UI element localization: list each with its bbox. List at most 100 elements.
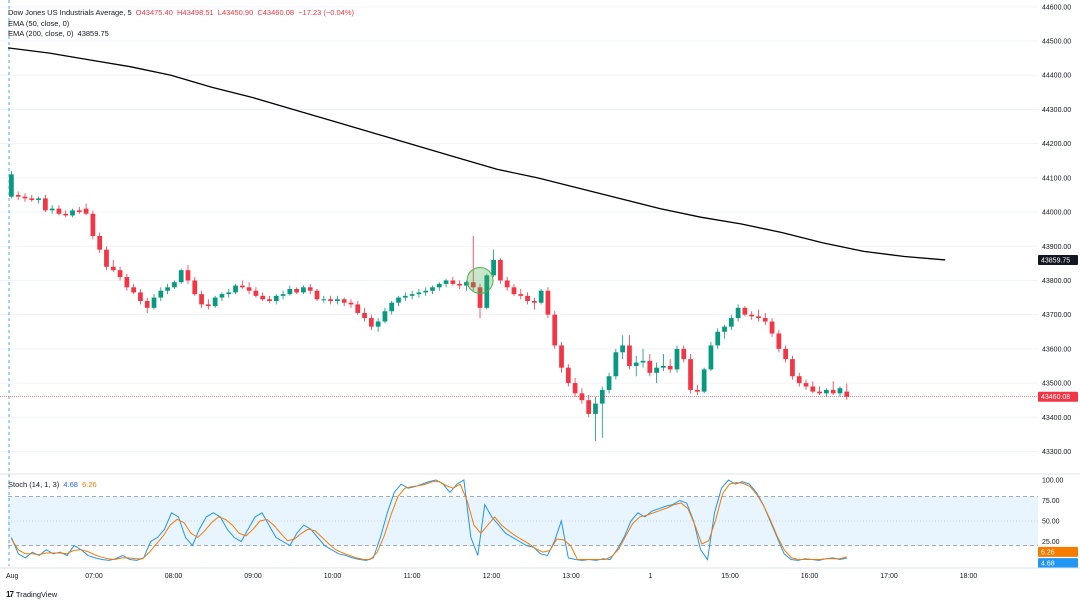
candle[interactable] bbox=[470, 236, 476, 291]
candle[interactable] bbox=[538, 289, 544, 305]
candle[interactable] bbox=[131, 283, 137, 295]
candle[interactable] bbox=[42, 194, 48, 213]
candle[interactable] bbox=[688, 354, 693, 394]
candle[interactable] bbox=[606, 372, 612, 394]
candle[interactable] bbox=[749, 311, 755, 320]
candle[interactable] bbox=[824, 388, 829, 397]
candle[interactable] bbox=[559, 342, 564, 373]
candle[interactable] bbox=[328, 295, 333, 305]
candle[interactable] bbox=[681, 345, 687, 363]
candle[interactable] bbox=[260, 292, 266, 301]
candle[interactable] bbox=[796, 372, 802, 387]
candle[interactable] bbox=[443, 278, 449, 288]
candle[interactable] bbox=[728, 314, 734, 331]
candle[interactable] bbox=[117, 266, 123, 281]
candle[interactable] bbox=[477, 283, 483, 319]
candle[interactable] bbox=[172, 280, 177, 290]
candle[interactable] bbox=[769, 318, 775, 337]
candle[interactable] bbox=[239, 280, 245, 290]
candle[interactable] bbox=[430, 285, 435, 295]
candle[interactable] bbox=[525, 292, 530, 305]
candle[interactable] bbox=[368, 314, 374, 331]
candle[interactable] bbox=[457, 280, 463, 290]
candle[interactable] bbox=[565, 364, 571, 387]
candle[interactable] bbox=[355, 300, 361, 315]
candle[interactable] bbox=[579, 388, 585, 404]
candle[interactable] bbox=[267, 295, 272, 303]
candle[interactable] bbox=[450, 277, 456, 286]
candle[interactable] bbox=[83, 203, 89, 216]
candle[interactable] bbox=[667, 359, 673, 373]
candle[interactable] bbox=[593, 396, 598, 442]
candle[interactable] bbox=[416, 289, 422, 298]
candle[interactable] bbox=[694, 384, 700, 396]
candle[interactable] bbox=[817, 386, 822, 396]
candle[interactable] bbox=[504, 277, 510, 291]
candle[interactable] bbox=[572, 377, 578, 397]
candle[interactable] bbox=[36, 196, 41, 204]
candle[interactable] bbox=[640, 348, 646, 368]
candle[interactable] bbox=[138, 289, 143, 305]
candle[interactable] bbox=[627, 335, 632, 370]
candle[interactable] bbox=[620, 335, 626, 360]
ema200-legend[interactable]: EMA (200, close, 0) 43859.75 bbox=[8, 29, 109, 39]
stoch-pane[interactable] bbox=[8, 479, 1038, 561]
candle[interactable] bbox=[633, 355, 639, 377]
candle[interactable] bbox=[294, 287, 300, 295]
candle[interactable] bbox=[219, 292, 225, 301]
candle[interactable] bbox=[518, 289, 524, 300]
candle[interactable] bbox=[498, 258, 503, 284]
candle[interactable] bbox=[110, 259, 116, 272]
candle[interactable] bbox=[803, 379, 809, 390]
candle[interactable] bbox=[341, 297, 347, 307]
candle[interactable] bbox=[9, 171, 14, 199]
candle[interactable] bbox=[192, 277, 198, 296]
ema50-legend[interactable]: EMA (50, close, 0) bbox=[8, 19, 69, 29]
candle[interactable] bbox=[29, 194, 35, 202]
candle[interactable] bbox=[810, 381, 816, 394]
candle[interactable] bbox=[56, 205, 62, 216]
candle[interactable] bbox=[362, 307, 367, 322]
price-pane[interactable] bbox=[0, 171, 1038, 442]
candle[interactable] bbox=[287, 285, 293, 296]
candle[interactable] bbox=[647, 354, 653, 377]
candle[interactable] bbox=[178, 268, 184, 284]
candle[interactable] bbox=[375, 318, 381, 332]
candle[interactable] bbox=[396, 295, 401, 307]
candle[interactable] bbox=[158, 287, 164, 301]
candle[interactable] bbox=[722, 324, 727, 339]
candle[interactable] bbox=[783, 345, 789, 363]
candle[interactable] bbox=[844, 383, 850, 400]
candle[interactable] bbox=[15, 191, 21, 201]
candle[interactable] bbox=[321, 295, 327, 303]
candle[interactable] bbox=[165, 283, 170, 295]
candle[interactable] bbox=[185, 265, 191, 284]
candle[interactable] bbox=[545, 287, 551, 319]
candle[interactable] bbox=[335, 295, 340, 305]
candle[interactable] bbox=[253, 287, 259, 298]
candle[interactable] bbox=[90, 210, 96, 240]
candle[interactable] bbox=[22, 193, 28, 202]
candle[interactable] bbox=[212, 295, 218, 308]
candle[interactable] bbox=[104, 246, 109, 271]
candle[interactable] bbox=[654, 362, 659, 384]
candle[interactable] bbox=[409, 290, 415, 300]
candle[interactable] bbox=[63, 210, 69, 218]
candle[interactable] bbox=[830, 381, 836, 396]
candle[interactable] bbox=[307, 283, 313, 295]
candle[interactable] bbox=[531, 297, 537, 310]
candle[interactable] bbox=[205, 299, 211, 310]
candle[interactable] bbox=[491, 249, 496, 278]
candle[interactable] bbox=[348, 299, 354, 308]
candle[interactable] bbox=[511, 283, 517, 296]
price-axis[interactable]: 43300.00 43400.00 43500.00 43600.00 43700.00… bbox=[1038, 4, 1078, 456]
candle[interactable] bbox=[742, 306, 748, 317]
time-axis[interactable]: Aug 07:00 08:00 09:00 10:00 11:00 12:00 13:00 1 1… bbox=[0, 567, 1080, 580]
candle[interactable] bbox=[790, 355, 795, 380]
stoch-legend[interactable]: Stoch (14, 1, 3) 4.68 6.26 bbox=[8, 480, 97, 490]
candle[interactable] bbox=[708, 342, 714, 372]
candle[interactable] bbox=[314, 289, 320, 301]
candle[interactable] bbox=[423, 287, 429, 296]
candle[interactable] bbox=[586, 395, 592, 418]
